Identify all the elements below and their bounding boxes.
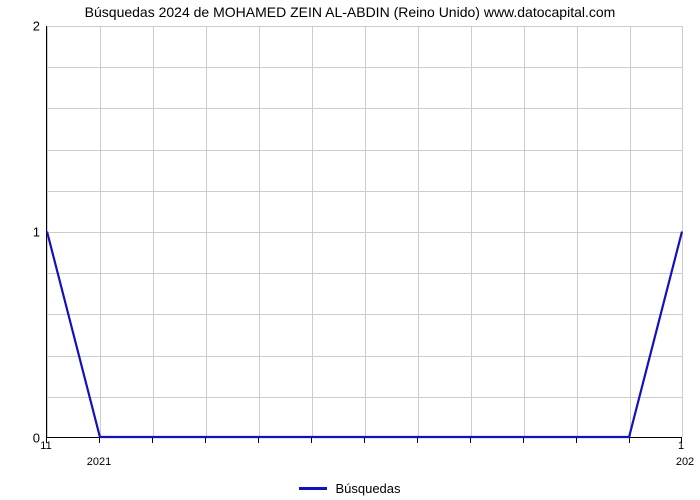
grid-line [682,26,683,437]
x-tick [523,438,524,443]
x-tick [576,438,577,443]
x-tick [99,438,100,443]
x-tick-label-secondary: 202 [676,456,694,468]
x-tick [629,438,630,443]
y-tick-label: 2 [10,19,40,34]
y-tick-label: 0 [10,431,40,446]
x-tick-label: 1 [678,440,684,452]
x-tick [311,438,312,443]
legend-label: Búsquedas [335,481,400,496]
x-tick [417,438,418,443]
legend-item: Búsquedas [299,481,400,496]
x-tick [258,438,259,443]
x-tick [205,438,206,443]
x-tick-label: 11 [40,440,51,452]
chart-container: Búsquedas 2024 de MOHAMED ZEIN AL-ABDIN … [0,0,700,500]
x-tick [470,438,471,443]
x-tick [364,438,365,443]
x-tick-label-secondary: 2021 [87,456,111,468]
chart-title: Búsquedas 2024 de MOHAMED ZEIN AL-ABDIN … [0,4,700,20]
legend-swatch [299,487,327,490]
plot-area [46,26,682,438]
series-line-busquedas [47,232,682,438]
x-tick [152,438,153,443]
legend: Búsquedas [0,477,700,496]
y-tick-label: 1 [10,225,40,240]
data-line-svg [47,26,682,437]
